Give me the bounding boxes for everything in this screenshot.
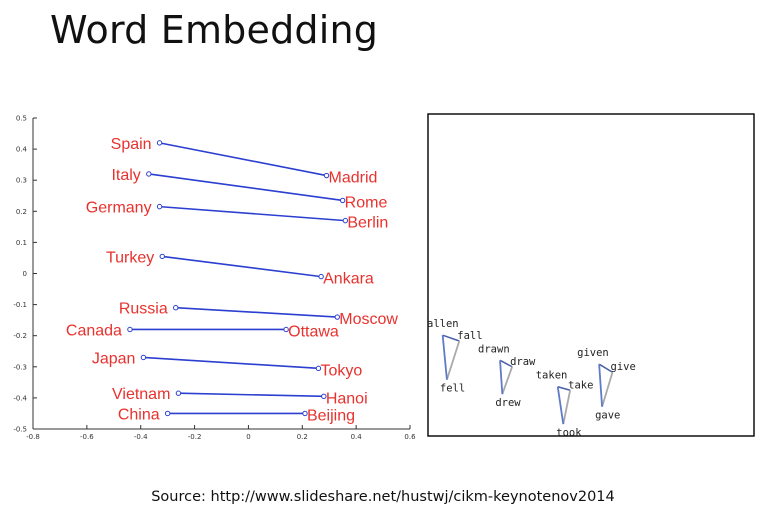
edge-fall-fell [446,340,461,380]
capital-label: Rome [345,194,388,211]
edge-take-took [562,390,572,425]
capital-point-ankara [318,273,324,280]
capital-label: Madrid [329,170,378,187]
capital-label: Berlin [347,215,388,232]
country-label: Vietnam [112,386,170,403]
edge-taken-take [557,386,571,391]
y-tick-label: -0.3 [13,363,27,371]
plot-frame [427,113,755,437]
capital-point-rome [339,197,346,204]
capital-point-hanoi [321,393,327,400]
word-label-fallen: fallen [426,318,459,330]
x-tick-label: 0.4 [351,433,363,441]
word-label-given: given [577,347,609,359]
capital-point-moscow [334,314,340,320]
edge-fallen-fall [442,334,460,342]
edge-given-give [598,363,613,373]
capital-label: Tokyo [320,362,362,379]
pair-line-germany [159,205,346,222]
edge-fallen-fell [441,335,448,380]
edge-taken-took [556,386,565,425]
capital-label: Ottawa [288,323,339,340]
y-tick-label: -0.2 [13,332,27,340]
x-tick-label: -0.8 [26,433,40,441]
slide-title: Word Embedding [50,8,379,52]
country-label: Spain [111,136,152,153]
edge-draw-drew [501,366,513,395]
country-point-canada [127,326,133,333]
x-tick-label: -0.6 [80,433,94,441]
country-label: China [118,406,160,423]
pair-line-turkey [162,255,322,278]
country-label: Italy [111,167,140,184]
country-label: Canada [66,322,122,339]
y-tick-label: 0.3 [16,177,27,185]
country-label: Russia [119,301,168,318]
pair-line-spain [159,142,327,177]
y-tick-label: 0.2 [16,208,27,216]
capital-label: Moscow [339,311,398,328]
country-point-russia [173,305,179,311]
capital-label: Ankara [323,271,374,288]
x-tick-label: 0.6 [404,433,416,441]
edge-drawn-drew [499,360,504,395]
y-tick-label: 0 [23,270,27,278]
y-tick-label: 0.1 [16,239,27,247]
capital-label: Hanoi [326,390,368,407]
edge-drawn-draw [499,359,513,368]
country-capital-chart: 0.5 0.4 0.3 0.2 0.1 0 -0.1 -0.2 -0.3 -0.4 -0.5-0.8… [13,115,416,442]
country-label: Germany [86,200,152,217]
edge-given-gave [598,364,603,407]
country-point-japan [140,354,147,361]
country-point-turkey [159,253,165,260]
word-label-fall: fall [457,330,482,342]
pair-line-russia [175,306,338,318]
x-tick-label: 0 [246,433,250,441]
word-label-taken: taken [536,370,568,382]
country-point-italy [146,171,152,177]
x-tick-label: 0.2 [297,433,308,441]
capital-point-ottawa [283,326,289,333]
word-label-give: give [611,361,636,373]
capital-point-madrid [323,172,330,179]
word-label-draw: draw [510,356,536,368]
country-point-vietnam [175,390,182,396]
edge-give-gave [601,371,614,407]
x-tick-label: -0.4 [134,433,148,441]
word-label-fell: fell [440,383,465,395]
y-tick-label: -0.4 [13,394,27,402]
y-tick-label: 0.5 [16,115,27,123]
word-label-gave: gave [595,410,620,422]
country-label: Turkey [106,249,154,266]
pair-line-japan [143,356,319,370]
y-tick-label: -0.1 [13,301,27,309]
word-label-drawn: drawn [478,343,510,355]
y-tick-label: -0.5 [13,426,27,434]
word-label-drew: drew [495,397,521,409]
pair-line-vietnam [178,392,324,398]
capital-label: Beijing [307,407,355,424]
country-point-spain [156,140,163,146]
word-label-took: took [556,427,582,438]
country-label: Japan [92,350,136,367]
y-tick-label: 0.4 [16,146,28,154]
pair-line-italy [148,173,343,202]
capital-point-tokyo [315,365,322,372]
word-label-take: take [568,379,593,391]
country-point-china [164,410,171,417]
capital-point-berlin [342,217,349,224]
source-caption: Source: http://www.slideshare.net/hustwj… [151,489,615,505]
capital-point-beijing [302,410,308,417]
country-point-germany [156,203,163,210]
x-tick-label: -0.2 [188,433,202,441]
